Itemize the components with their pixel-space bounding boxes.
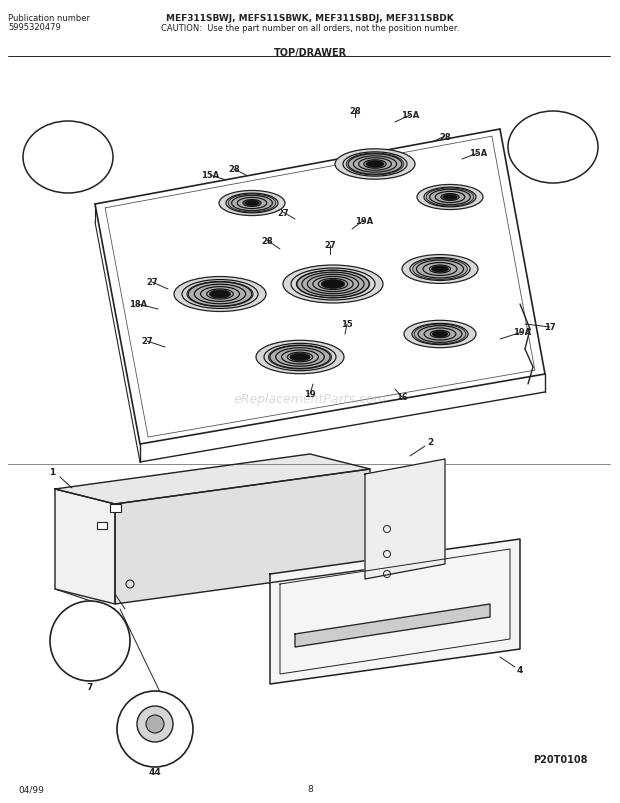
Ellipse shape: [268, 345, 332, 369]
Ellipse shape: [290, 354, 310, 361]
Ellipse shape: [321, 280, 345, 289]
Text: 19A: 19A: [513, 328, 531, 337]
Ellipse shape: [414, 324, 466, 344]
Ellipse shape: [426, 189, 474, 206]
Text: 18: 18: [547, 113, 559, 122]
Circle shape: [50, 601, 130, 681]
Polygon shape: [55, 489, 115, 604]
Text: 27: 27: [277, 208, 289, 218]
Bar: [110, 504, 121, 512]
Ellipse shape: [432, 267, 448, 273]
Text: 28: 28: [261, 236, 273, 245]
Text: 17: 17: [544, 323, 556, 332]
Polygon shape: [55, 454, 370, 504]
Text: eReplacementParts.com: eReplacementParts.com: [234, 393, 386, 406]
Ellipse shape: [346, 154, 404, 176]
Text: 15A: 15A: [469, 149, 487, 158]
Text: 44: 44: [149, 768, 161, 777]
Ellipse shape: [297, 271, 369, 298]
Ellipse shape: [432, 332, 448, 337]
Text: 27: 27: [324, 241, 336, 251]
Ellipse shape: [228, 195, 276, 213]
Circle shape: [137, 706, 173, 742]
Text: 4: 4: [517, 666, 523, 675]
Text: 8: 8: [307, 785, 313, 793]
Text: 28: 28: [439, 132, 451, 141]
Ellipse shape: [245, 201, 259, 206]
Ellipse shape: [508, 112, 598, 184]
Circle shape: [117, 691, 193, 767]
Text: 28: 28: [349, 106, 361, 116]
Text: 19: 19: [304, 390, 316, 399]
Polygon shape: [270, 540, 520, 684]
Ellipse shape: [219, 191, 285, 216]
Bar: [97, 522, 107, 529]
Ellipse shape: [210, 291, 231, 299]
Text: 04/99: 04/99: [18, 785, 44, 793]
Text: 15A: 15A: [401, 112, 419, 120]
Text: 5995320479: 5995320479: [8, 23, 61, 32]
Text: 19A: 19A: [355, 216, 373, 225]
Ellipse shape: [174, 277, 266, 312]
Polygon shape: [115, 470, 370, 604]
Ellipse shape: [283, 266, 383, 304]
Polygon shape: [365, 459, 445, 579]
Ellipse shape: [187, 282, 253, 308]
Text: 15: 15: [341, 320, 353, 329]
Text: 18A: 18A: [58, 124, 78, 132]
Ellipse shape: [335, 149, 415, 180]
Ellipse shape: [366, 161, 384, 168]
Text: MEF311SBWJ, MEFS11SBWK, MEF311SBDJ, MEF311SBDK: MEF311SBWJ, MEFS11SBWK, MEF311SBDJ, MEF3…: [166, 14, 454, 23]
Text: 28: 28: [228, 165, 240, 174]
Text: 27: 27: [146, 278, 158, 287]
Text: TOP/DRAWER: TOP/DRAWER: [273, 48, 347, 58]
Ellipse shape: [256, 340, 344, 374]
Text: 7: 7: [87, 683, 93, 691]
Text: 15A: 15A: [201, 171, 219, 181]
Text: P20T0108: P20T0108: [533, 754, 587, 764]
Text: 18A: 18A: [129, 300, 147, 309]
Text: 27: 27: [141, 337, 153, 346]
Text: CAUTION:  Use the part number on all orders, not the position number.: CAUTION: Use the part number on all orde…: [161, 24, 459, 33]
Text: Publication number: Publication number: [8, 14, 90, 23]
Ellipse shape: [404, 321, 476, 349]
Ellipse shape: [443, 195, 458, 201]
Circle shape: [146, 715, 164, 733]
Ellipse shape: [402, 255, 478, 284]
Text: 2: 2: [427, 438, 433, 447]
Ellipse shape: [23, 122, 113, 194]
Text: 16: 16: [396, 393, 408, 402]
Text: 1: 1: [49, 468, 55, 477]
Ellipse shape: [413, 259, 467, 280]
Polygon shape: [295, 604, 490, 647]
Ellipse shape: [417, 185, 483, 210]
